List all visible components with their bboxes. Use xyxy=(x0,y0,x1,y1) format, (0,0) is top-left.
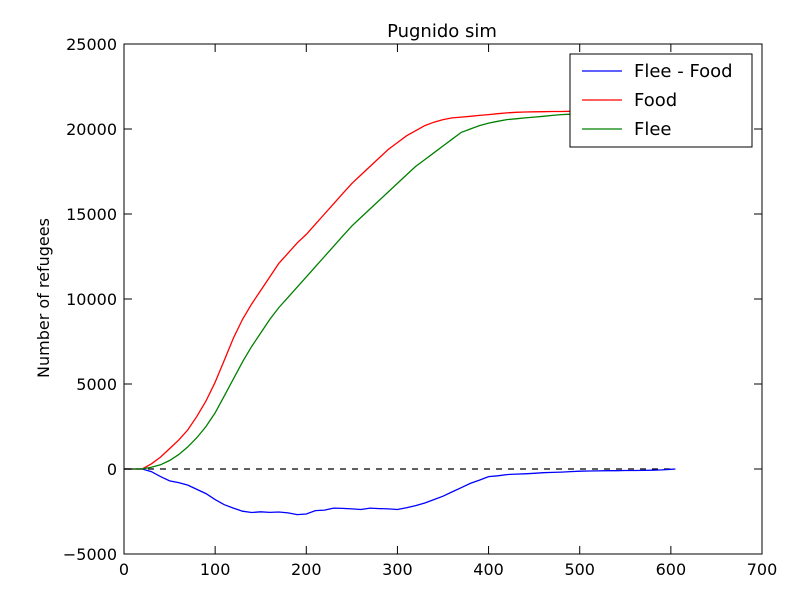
legend-label-2: Flee xyxy=(634,119,672,140)
legend-label-0: Flee - Food xyxy=(634,61,733,82)
y-tick-label: −5000 xyxy=(63,545,117,564)
y-tick-label: 0 xyxy=(107,460,117,479)
x-tick-label: 0 xyxy=(119,560,129,579)
x-tick-label: 500 xyxy=(564,560,595,579)
y-axis-label: Number of refugees xyxy=(34,218,53,378)
x-tick-label: 200 xyxy=(291,560,322,579)
plot-area xyxy=(124,110,676,516)
axis-ticks: 0 100 200 300 400 500 600 700−50000500010000150… xyxy=(63,35,777,579)
y-tick-label: 25000 xyxy=(66,35,117,54)
y-tick-label: 5000 xyxy=(76,375,117,394)
series-line-1 xyxy=(124,110,580,470)
x-tick-label: 100 xyxy=(200,560,231,579)
x-tick-label: 700 xyxy=(747,560,778,579)
legend: Flee - Food Food Flee xyxy=(569,53,753,148)
y-tick-label: 20000 xyxy=(66,120,117,139)
y-tick-label: 10000 xyxy=(66,290,117,309)
x-tick-label: 300 xyxy=(382,560,413,579)
legend-label-1: Food xyxy=(634,90,677,111)
series-line-0 xyxy=(124,468,676,516)
x-tick-label: 400 xyxy=(473,560,504,579)
y-tick-label: 15000 xyxy=(66,205,117,224)
chart-title: Pugnido sim xyxy=(387,21,497,42)
plot-frame xyxy=(123,43,763,555)
x-tick-label: 600 xyxy=(656,560,687,579)
series-line-2 xyxy=(124,113,580,470)
